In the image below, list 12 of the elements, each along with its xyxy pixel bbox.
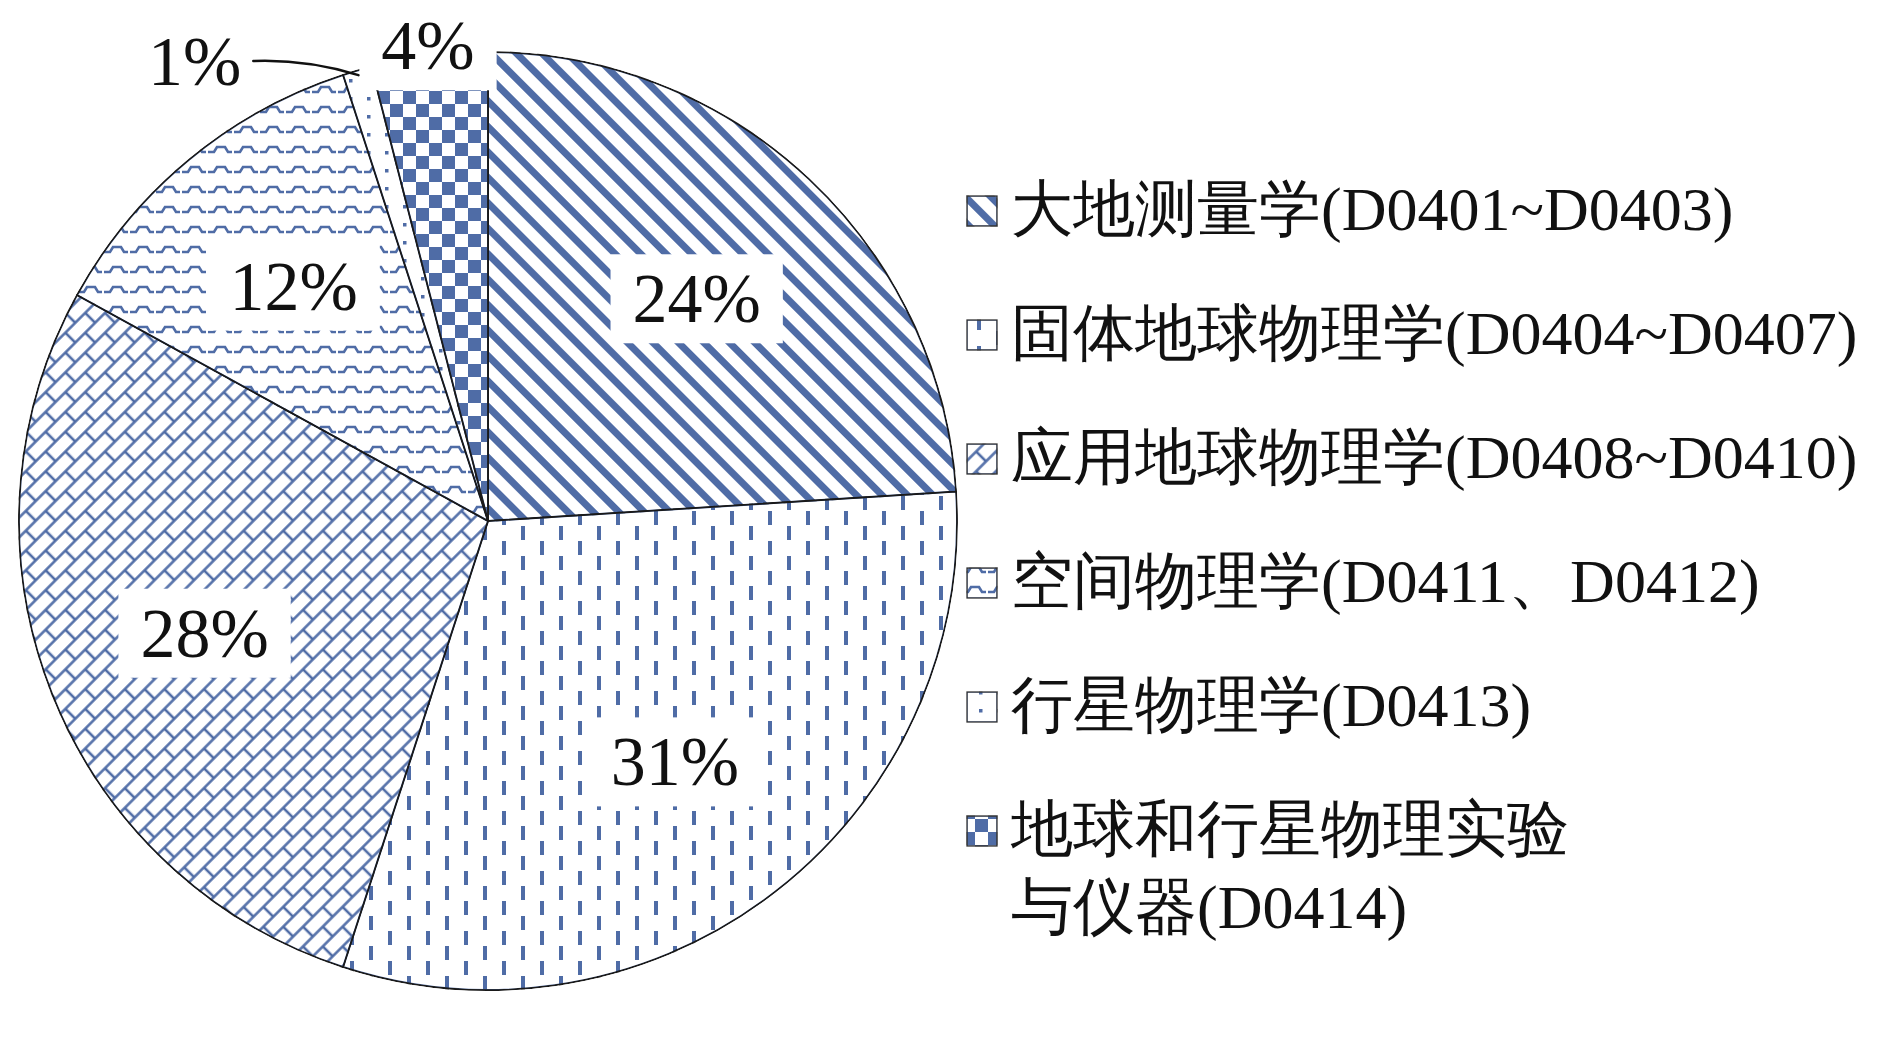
legend-label: 应用地球物理学(D0408~D0410)	[1011, 423, 1858, 493]
legend-label: 地球和行星物理实验与仪器(D0414)	[1010, 795, 1569, 942]
legend-label: 行星物理学(D0413)	[1011, 671, 1532, 741]
data-label: 24%	[632, 260, 761, 338]
legend-label: 空间物理学(D0411、D0412)	[1011, 547, 1760, 617]
data-label: 1%	[148, 22, 242, 100]
legend-label: 固体地球物理学(D0404~D0407)	[1011, 299, 1858, 369]
data-label: 31%	[610, 723, 739, 801]
data-label: 4%	[381, 7, 475, 85]
legend-label: 大地测量学(D0401~D0403)	[1011, 175, 1734, 245]
data-label: 28%	[140, 594, 269, 672]
data-label: 12%	[229, 247, 358, 325]
